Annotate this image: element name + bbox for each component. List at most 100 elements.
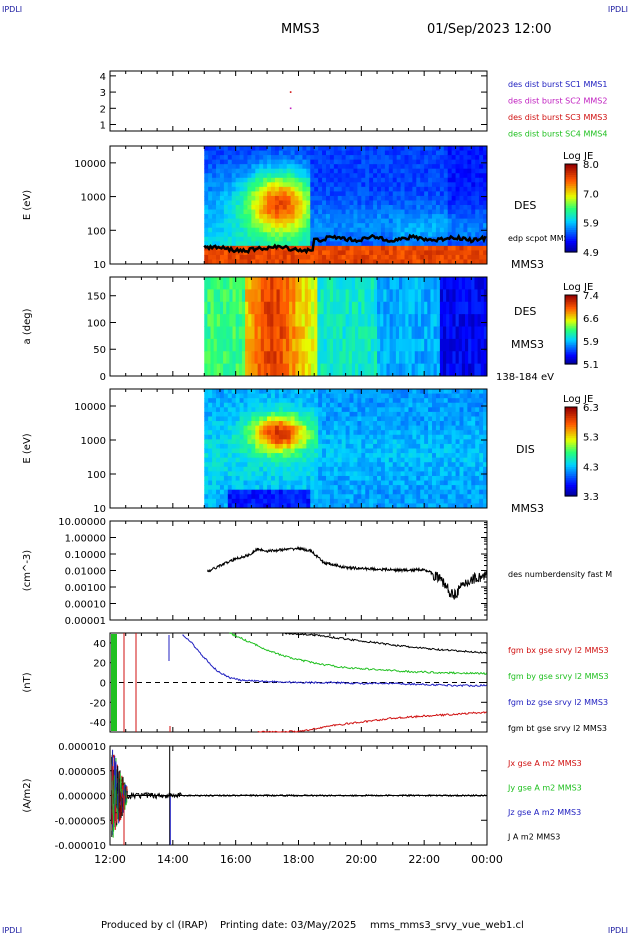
des_energy-pixel: [369, 169, 373, 174]
dis_energy-pixel: [208, 394, 212, 399]
des_pitch-pixel: [277, 327, 281, 340]
des_energy-pixel: [475, 155, 479, 160]
des_energy-pixel: [350, 151, 354, 156]
dis_energy-pixel: [350, 416, 354, 421]
des_pitch-pixel: [204, 277, 208, 290]
dis_energy-pixel: [255, 467, 259, 472]
des_energy-pixel: [204, 155, 208, 160]
dis_energy-pixel: [342, 394, 346, 399]
des_energy-pixel: [389, 160, 393, 165]
des_energy-pixel: [385, 205, 389, 210]
dis_energy-pixel: [428, 462, 432, 467]
des_energy-pixel: [255, 178, 259, 183]
des_energy-pixel: [334, 151, 338, 156]
des_energy-pixel: [224, 237, 228, 242]
dis_energy-pixel: [318, 476, 322, 481]
dis_energy-colorbar-tick: 4.3: [583, 462, 599, 473]
dis_energy-pixel: [236, 430, 240, 435]
des_energy-pixel: [247, 191, 251, 196]
des_energy-pixel: [432, 246, 436, 251]
dis_energy-pixel: [240, 481, 244, 486]
burst-ytick-label: 2: [100, 104, 106, 115]
dis_energy-pixel: [318, 490, 322, 495]
dis_energy-pixel: [283, 453, 287, 458]
dis_energy-pixel: [314, 403, 318, 408]
des_energy-pixel: [353, 155, 357, 160]
des_energy-pixel: [275, 250, 279, 255]
des_energy-pixel: [224, 155, 228, 160]
des_energy-pixel: [365, 246, 369, 251]
des_energy-pixel: [397, 187, 401, 192]
dis_energy-pixel: [232, 471, 236, 476]
des_energy-pixel: [357, 232, 361, 237]
dis_energy-pixel: [302, 416, 306, 421]
des_energy-pixel: [444, 241, 448, 246]
dis_energy-pixel: [314, 494, 318, 499]
des_energy-pixel: [424, 178, 428, 183]
dis_energy-pixel: [220, 439, 224, 444]
des_pitch-pixel: [481, 327, 485, 340]
des_energy-pixel: [338, 155, 342, 160]
des_energy-pixel: [299, 223, 303, 228]
des_energy-pixel: [389, 155, 393, 160]
dis_energy-pixel: [416, 398, 420, 403]
des_energy-pixel: [369, 146, 373, 151]
des_energy-pixel: [471, 173, 475, 178]
dis_energy-pixel: [240, 403, 244, 408]
dis_energy-pixel: [224, 458, 228, 463]
dis_energy-pixel: [220, 430, 224, 435]
dis_energy-pixel: [365, 389, 369, 394]
des_energy-pixel: [291, 205, 295, 210]
des_pitch-pixel: [267, 289, 271, 302]
dis_energy-pixel: [436, 439, 440, 444]
des_energy-pixel: [216, 223, 220, 228]
des_pitch-pixel: [333, 351, 337, 364]
dis_energy-pixel: [267, 476, 271, 481]
des_energy-pixel: [467, 191, 471, 196]
des_energy-pixel: [334, 182, 338, 187]
des_energy-pixel: [346, 246, 350, 251]
des_energy-pixel: [381, 223, 385, 228]
des_pitch-pixel: [405, 302, 409, 315]
dis_energy-pixel: [405, 444, 409, 449]
dis_energy-pixel: [318, 398, 322, 403]
dis_energy-pixel: [393, 490, 397, 495]
des_pitch-pixel: [283, 339, 287, 352]
dis_energy-pixel: [247, 462, 251, 467]
des_pitch-pixel: [415, 364, 419, 377]
des_energy-pixel: [444, 173, 448, 178]
dis_energy-pixel: [420, 426, 424, 431]
dis_energy-pixel: [204, 389, 208, 394]
dis_energy-pixel: [240, 485, 244, 490]
des_energy-pixel: [232, 210, 236, 215]
des_energy-pixel: [416, 160, 420, 165]
dis_energy-pixel: [408, 416, 412, 421]
dis_energy-pixel: [397, 412, 401, 417]
des_pitch-pixel: [204, 302, 208, 315]
des_pitch-pixel: [361, 327, 365, 340]
des_pitch-pixel: [408, 314, 412, 327]
dis_energy-pixel: [236, 449, 240, 454]
des_energy-pixel: [338, 219, 342, 224]
des_energy-pixel: [393, 155, 397, 160]
dis_energy-pixel: [208, 467, 212, 472]
des_energy-pixel: [460, 151, 464, 156]
dis_energy-pixel: [377, 398, 381, 403]
dis_energy-pixel: [436, 471, 440, 476]
des_energy-pixel: [460, 191, 464, 196]
dis_energy-pixel: [369, 444, 373, 449]
des_energy-pixel: [208, 250, 212, 255]
des_energy-pixel: [228, 237, 232, 242]
dis_energy-pixel: [251, 458, 255, 463]
des_energy-pixel: [452, 196, 456, 201]
dis_energy-pixel: [467, 494, 471, 499]
des_energy-pixel: [306, 146, 310, 151]
des_energy-pixel: [259, 169, 263, 174]
des_pitch-pixel: [471, 302, 475, 315]
des_pitch-pixel: [245, 364, 249, 377]
des_energy-pixel: [224, 178, 228, 183]
des_energy-pixel: [416, 255, 420, 260]
dis_energy-pixel: [279, 394, 283, 399]
des_energy-pixel: [408, 146, 412, 151]
dis_energy-pixel: [244, 476, 248, 481]
